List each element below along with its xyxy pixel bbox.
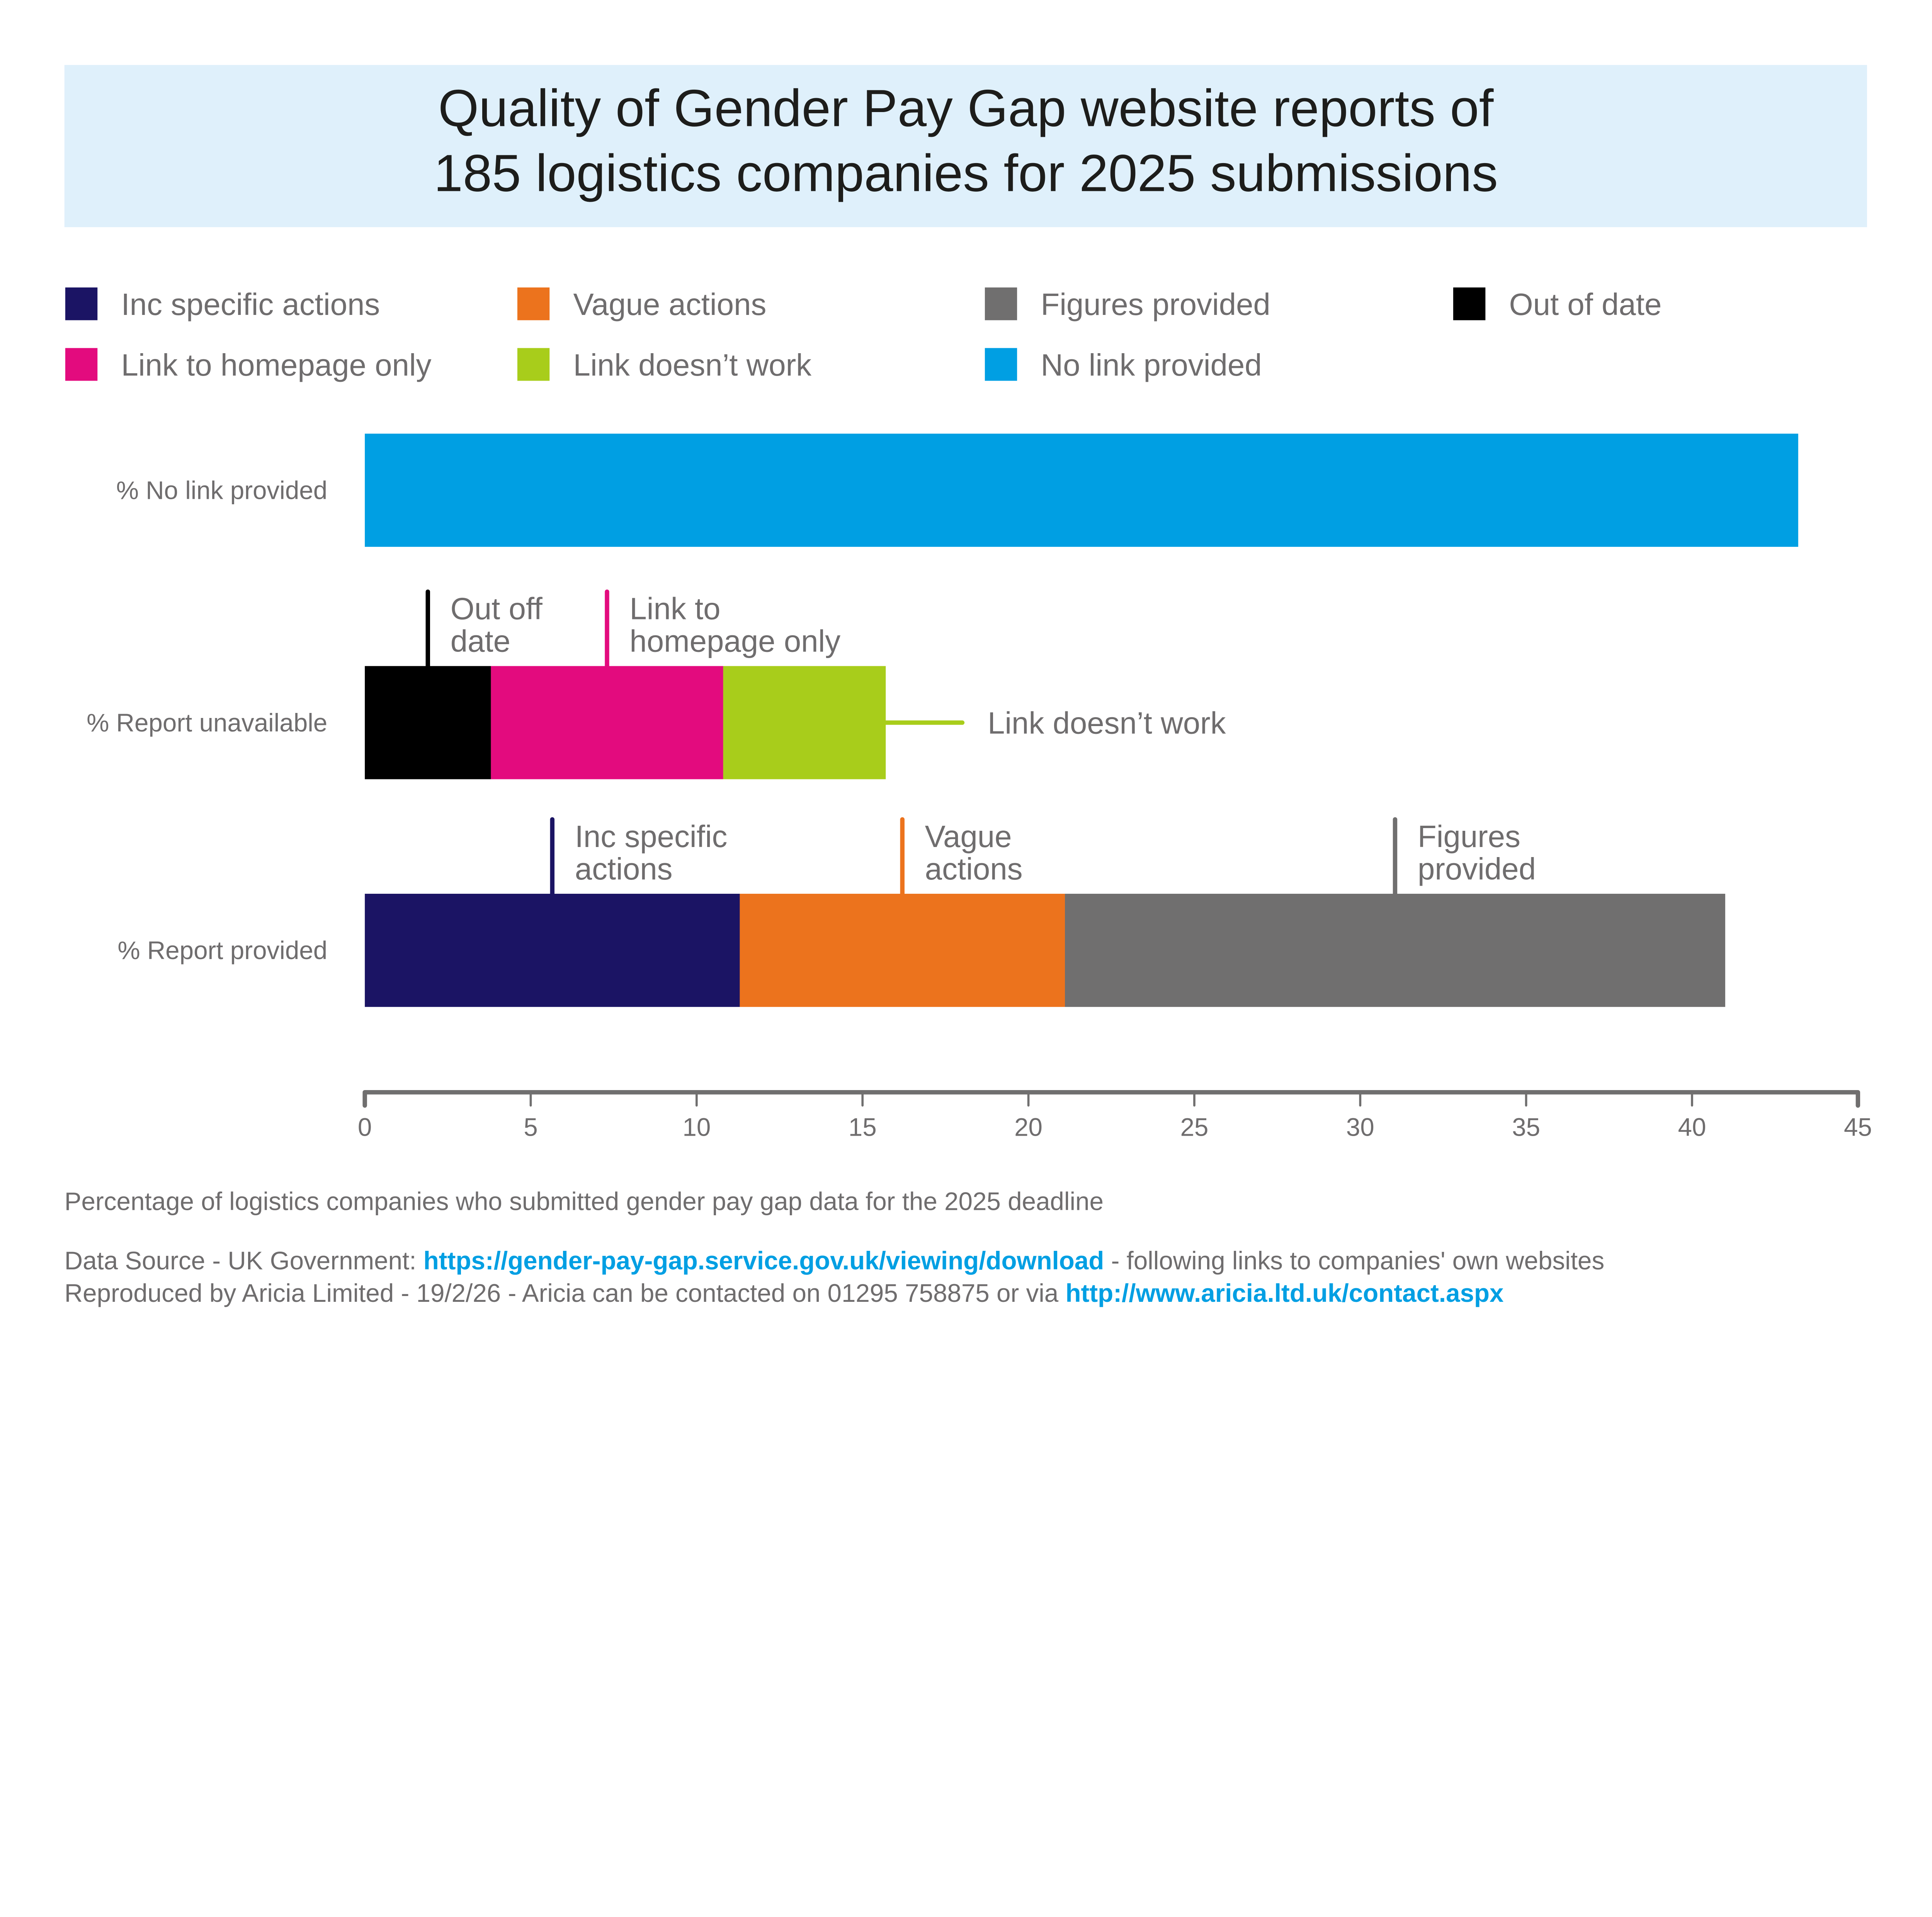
legend-item-no-link: No link provided (985, 348, 1262, 382)
x-axis-label: Percentage of logistics companies who su… (65, 1187, 1104, 1216)
x-tick-label: 5 (524, 1113, 537, 1141)
annotation-label: actions (575, 852, 673, 886)
category-label-report-unavailable: % Report unavailable (87, 709, 327, 737)
legend-item-link-broken: Link doesn’t work (517, 348, 812, 382)
x-tick-label: 0 (358, 1113, 372, 1141)
legend: Inc specific actions Vague actions Figures… (65, 287, 1662, 382)
bar-segment-vague (740, 893, 1065, 1007)
annotation-label: Figures (1418, 819, 1520, 854)
chart: Quality of Gender Pay Gap website report… (0, 0, 1932, 1366)
annotation-label: actions (925, 852, 1023, 886)
legend-item-figures: Figures provided (985, 287, 1270, 321)
bar-segment-no-link (365, 434, 1798, 547)
annotation-label: date (451, 624, 510, 658)
bar-segment-inc-specific (365, 893, 740, 1007)
annotation-link-broken: Link doesn’t work (883, 706, 1226, 740)
background (0, 0, 1932, 1366)
legend-label: Out of date (1509, 287, 1662, 321)
data-source-link[interactable]: https://gender-pay-gap.service.gov.uk/vi… (423, 1247, 1104, 1275)
bar-report-unavailable (365, 666, 886, 779)
bar-no-link-provided (365, 434, 1798, 547)
legend-swatch (985, 287, 1017, 320)
x-axis: 0 5 10 15 20 25 30 35 40 45 (358, 1090, 1872, 1141)
chart-title-line-1: Quality of Gender Pay Gap website report… (438, 78, 1494, 137)
category-label-report-provided: % Report provided (117, 936, 327, 964)
annotation-label: Inc specific (575, 819, 728, 854)
legend-label: Figures provided (1041, 287, 1270, 321)
legend-swatch (65, 287, 98, 320)
legend-label: No link provided (1041, 348, 1262, 382)
legend-item-inc-specific: Inc specific actions (65, 287, 380, 321)
annotation-label: Vague (925, 819, 1012, 854)
legend-label: Vague actions (573, 287, 767, 321)
x-tick-label: 10 (682, 1113, 711, 1141)
annotation-label: Out off (451, 592, 543, 626)
legend-item-vague: Vague actions (517, 287, 766, 321)
legend-label: Link doesn’t work (573, 348, 812, 382)
legend-swatch (1453, 287, 1486, 320)
x-tick-label: 25 (1180, 1113, 1208, 1141)
legend-swatch (65, 348, 98, 381)
contact-link[interactable]: http://www.aricia.ltd.uk/contact.aspx (1065, 1279, 1503, 1307)
credit-prefix: Reproduced by Aricia Limited - 19/2/26 -… (65, 1279, 1066, 1307)
data-source-prefix: Data Source - UK Government: (65, 1247, 423, 1275)
annotation-label: homepage only (629, 624, 840, 658)
legend-item-out-of-date: Out of date (1453, 287, 1662, 321)
x-tick-label: 45 (1844, 1113, 1872, 1141)
title-background (64, 65, 1867, 227)
credit-line: Reproduced by Aricia Limited - 19/2/26 -… (65, 1279, 1504, 1307)
legend-swatch (517, 287, 550, 320)
annotation-label: provided (1418, 852, 1536, 886)
legend-item-homepage: Link to homepage only (65, 348, 432, 382)
data-source-line: Data Source - UK Government: https://gen… (65, 1247, 1604, 1275)
legend-label: Link to homepage only (121, 348, 432, 382)
legend-swatch (517, 348, 550, 381)
bar-segment-figures (1065, 893, 1725, 1007)
data-source-suffix: - following links to companies' own webs… (1104, 1247, 1604, 1275)
bar-report-provided (365, 893, 1725, 1007)
annotation-label: Link doesn’t work (988, 706, 1226, 740)
category-label-no-link-provided: % No link provided (116, 476, 328, 505)
bar-segment-homepage (491, 666, 723, 779)
category-labels: % No link provided % Report unavailable % … (87, 476, 327, 965)
bar-segment-out-of-date (365, 666, 491, 779)
legend-label: Inc specific actions (121, 287, 380, 321)
legend-swatch (985, 348, 1017, 381)
annotation-label: Link to (629, 592, 720, 626)
x-tick-label: 30 (1346, 1113, 1374, 1141)
x-tick-label: 15 (849, 1113, 877, 1141)
chart-title-line-2: 185 logistics companies for 2025 submiss… (434, 144, 1498, 202)
bars (365, 434, 1798, 1007)
x-tick-label: 40 (1678, 1113, 1706, 1141)
x-tick-label: 35 (1512, 1113, 1540, 1141)
x-tick-label: 20 (1014, 1113, 1043, 1141)
title-block: Quality of Gender Pay Gap website report… (64, 65, 1867, 227)
bar-segment-link-broken (723, 666, 886, 779)
